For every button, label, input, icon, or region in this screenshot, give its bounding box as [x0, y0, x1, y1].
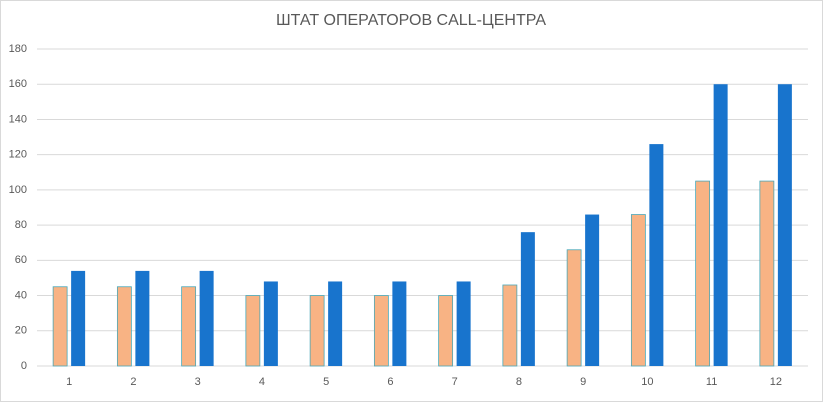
- bar: [135, 270, 150, 366]
- bar: [328, 281, 343, 366]
- bar: [181, 286, 197, 367]
- x-tick-label: 3: [195, 376, 201, 388]
- bar: [438, 295, 454, 367]
- bar: [695, 180, 711, 367]
- y-tick-label: 0: [21, 360, 27, 372]
- bar: [520, 232, 535, 366]
- x-tick-label: 12: [770, 376, 782, 388]
- y-tick-label: 60: [15, 254, 27, 266]
- x-tick-label: 10: [641, 376, 653, 388]
- bar: [713, 84, 728, 366]
- bar: [566, 249, 582, 367]
- y-tick-label: 20: [15, 325, 27, 337]
- x-tick-label: 1: [66, 376, 72, 388]
- bar: [71, 270, 86, 366]
- y-tick-label: 140: [9, 113, 27, 125]
- x-tick-label: 6: [387, 376, 393, 388]
- bar: [759, 180, 775, 367]
- bar: [777, 84, 792, 366]
- y-tick-label: 80: [15, 219, 27, 231]
- x-tick-label: 11: [706, 376, 717, 388]
- bar: [263, 281, 278, 366]
- y-tick-label: 40: [15, 289, 27, 301]
- bar: [199, 270, 214, 366]
- bar: [649, 144, 664, 366]
- bar: [309, 295, 325, 367]
- bar: [52, 286, 68, 367]
- y-tick-label: 120: [9, 149, 27, 161]
- x-tick-label: 5: [323, 376, 329, 388]
- x-tick-label: 4: [259, 376, 265, 388]
- y-tick-label: 180: [9, 43, 27, 55]
- bar: [392, 281, 407, 366]
- y-tick-label: 100: [9, 184, 27, 196]
- x-tick-label: 7: [452, 376, 458, 388]
- bar: [456, 281, 471, 366]
- x-tick-label: 2: [130, 376, 136, 388]
- bar: [373, 295, 389, 367]
- bar: [585, 214, 600, 366]
- bar: [245, 295, 261, 367]
- x-tick-label: 8: [516, 376, 522, 388]
- chart-title: ШТАТ ОПЕРАТОРОВ CALL-ЦЕНТРА: [276, 12, 546, 29]
- x-tick-label: 9: [580, 376, 586, 388]
- bar: [502, 284, 518, 367]
- y-tick-label: 160: [9, 78, 27, 90]
- bar: [630, 214, 646, 367]
- bar: [116, 286, 132, 367]
